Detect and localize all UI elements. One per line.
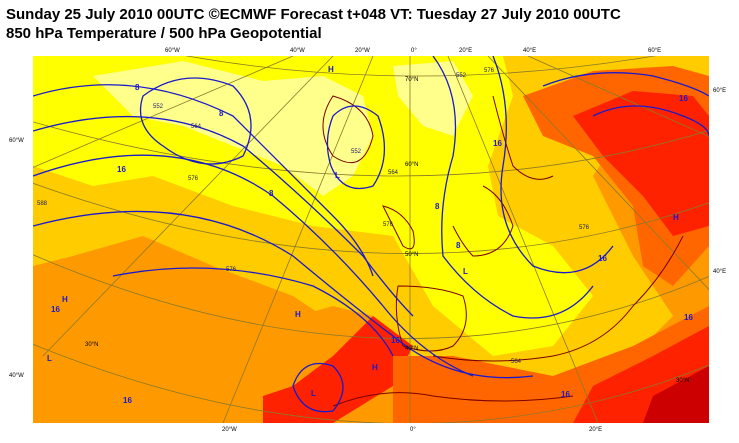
latitude-label: 40°N bbox=[405, 346, 418, 352]
temp-label: 16 bbox=[561, 390, 570, 399]
contour-label: 564 bbox=[191, 124, 202, 130]
graticule-label-60e-top: 60°E bbox=[648, 48, 662, 54]
latitude-label: 70°N bbox=[405, 77, 418, 83]
high-center: H bbox=[295, 310, 301, 319]
graticule-label-20e-bottom: 20°E bbox=[589, 427, 603, 433]
temp-label: 16 bbox=[123, 396, 132, 405]
graticule-label-0-top: 0° bbox=[411, 48, 417, 54]
temp-labels: 8 8 8 16 16 16 16 8 8 16 16 16 16 16 bbox=[51, 83, 693, 405]
graticule-label-60w-top: 60°W bbox=[165, 48, 180, 54]
high-center: H bbox=[673, 213, 679, 222]
temp-label: 16 bbox=[51, 305, 60, 314]
graticule-label-60e-right: 60°E bbox=[713, 88, 727, 94]
low-center: L bbox=[463, 267, 468, 276]
graticule-label-20e-top: 20°E bbox=[459, 48, 473, 54]
temp-label: 8 bbox=[269, 189, 274, 198]
graticule-label-0-bottom: 0° bbox=[410, 427, 416, 433]
high-center: H bbox=[62, 295, 68, 304]
temp-label: 16 bbox=[493, 139, 502, 148]
latitude-label: 60°N bbox=[405, 162, 418, 168]
contour-label: 552 bbox=[153, 104, 164, 110]
graticule-label-40w-left: 40°W bbox=[9, 373, 24, 379]
latitude-label: 50°N bbox=[405, 252, 418, 258]
latitude-label: 30°N bbox=[85, 342, 98, 348]
contour-label: 576 bbox=[226, 267, 237, 273]
contour-label: 552 bbox=[351, 149, 362, 155]
temp-label: 8 bbox=[456, 241, 461, 250]
contour-label: 576 bbox=[188, 176, 199, 182]
temp-label: 16 bbox=[684, 313, 693, 322]
temperature-band-red bbox=[573, 91, 709, 236]
graticule-label-20w-top: 20°W bbox=[355, 48, 370, 54]
temperature-band-yellow-light-2 bbox=[393, 61, 473, 136]
high-center: H bbox=[328, 65, 334, 74]
temp-label: 16 bbox=[679, 94, 688, 103]
temperature-band-orange-west bbox=[33, 266, 373, 406]
forecast-map: 8 8 8 16 16 16 16 8 8 16 16 16 16 16 552… bbox=[33, 56, 709, 423]
latitude-labels: 70°N 60°N 50°N 40°N 30°N 30°N bbox=[85, 77, 689, 384]
high-center: H bbox=[372, 363, 378, 372]
temperature-band-red-dark-se bbox=[643, 366, 709, 423]
contour-label: 564 bbox=[511, 359, 522, 365]
contour-labels: 552 564 576 588 552 564 576 576 552 576 … bbox=[37, 68, 590, 365]
contour-label: 576 bbox=[579, 225, 590, 231]
geopotential-contours bbox=[33, 56, 709, 413]
latitude-label: 30°N bbox=[676, 378, 689, 384]
coastlines bbox=[322, 95, 684, 407]
graticule-label-40w-top: 40°W bbox=[290, 48, 305, 54]
temp-label: 8 bbox=[135, 83, 140, 92]
graticule-label-60w-left: 60°W bbox=[9, 138, 24, 144]
temp-label: 16 bbox=[391, 336, 400, 345]
contour-label: 564 bbox=[388, 170, 399, 176]
low-center: L bbox=[311, 389, 316, 398]
contour-label: 576 bbox=[383, 222, 394, 228]
temp-label: 8 bbox=[219, 109, 224, 118]
contour-label: 576 bbox=[484, 68, 495, 74]
temp-label: 16 bbox=[598, 254, 607, 263]
graticule-label-20w-bottom: 20°W bbox=[222, 427, 237, 433]
temperature-band-yellow-light bbox=[93, 61, 373, 196]
low-center: L bbox=[47, 354, 52, 363]
graticule bbox=[33, 56, 709, 423]
graticule-label-40e-right: 40°E bbox=[713, 269, 727, 275]
chart-subtitle: 850 hPa Temperature / 500 hPa Geopotenti… bbox=[6, 25, 322, 42]
low-center: L bbox=[335, 171, 340, 180]
graticule-label-40e-top: 40°E bbox=[523, 48, 537, 54]
temp-label: 8 bbox=[435, 202, 440, 211]
pressure-centers: H L H L H H L L H bbox=[47, 65, 679, 398]
contour-label: 588 bbox=[37, 201, 48, 207]
temp-label: 16 bbox=[117, 165, 126, 174]
contour-label: 552 bbox=[456, 73, 467, 79]
forecast-title: Sunday 25 July 2010 00UTC ©ECMWF Forecas… bbox=[6, 6, 621, 23]
